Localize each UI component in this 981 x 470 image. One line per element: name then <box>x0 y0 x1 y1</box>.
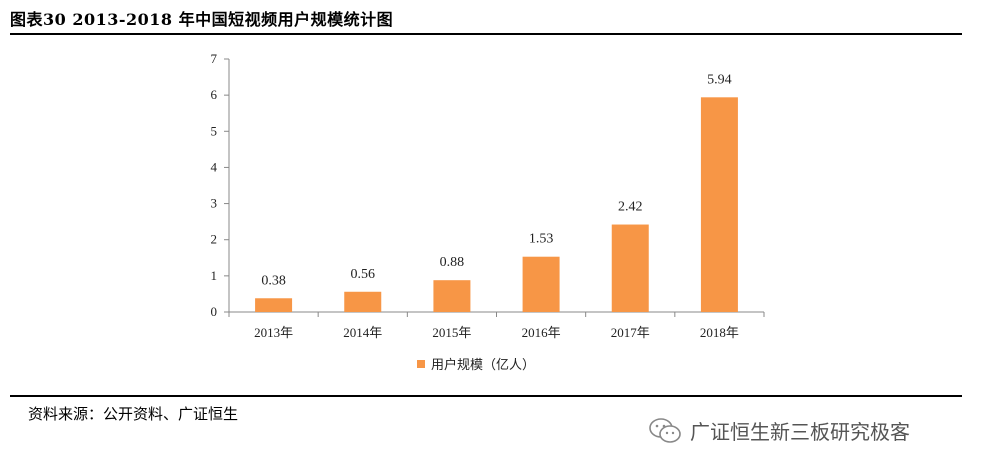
bottom-divider <box>10 395 962 397</box>
y-tick-label: 7 <box>211 51 218 66</box>
x-tick-label: 2018年 <box>700 325 739 340</box>
y-tick-label: 4 <box>211 159 218 174</box>
bar <box>611 224 649 312</box>
top-divider <box>10 33 962 35</box>
x-tick-label: 2013年 <box>254 325 293 340</box>
bar <box>700 97 738 312</box>
bar <box>522 256 560 312</box>
y-tick-label: 0 <box>211 304 218 319</box>
watermark: 广证恒生新三板研究极客 <box>648 416 910 445</box>
data-label: 5.94 <box>707 72 732 87</box>
data-label: 0.56 <box>351 267 376 282</box>
x-tick-label: 2015年 <box>432 325 471 340</box>
x-tick-label: 2014年 <box>343 325 382 340</box>
y-tick-label: 1 <box>211 268 218 283</box>
chart-title: 图表30 2013-2018 年中国短视频用户规模统计图 <box>10 10 394 29</box>
watermark-text: 广证恒生新三板研究极客 <box>690 420 910 444</box>
y-tick-label: 5 <box>211 123 218 138</box>
data-label: 1.53 <box>529 232 554 247</box>
data-label: 0.88 <box>440 255 465 270</box>
y-tick-label: 3 <box>211 196 218 211</box>
legend-label: 用户规模（亿人） <box>431 357 535 372</box>
legend-swatch <box>417 360 425 368</box>
data-label: 2.42 <box>618 200 643 215</box>
y-tick-label: 2 <box>211 232 218 247</box>
bar <box>433 280 471 312</box>
source-note: 资料来源：公开资料、广证恒生 <box>28 405 239 423</box>
bar <box>255 298 293 312</box>
bar <box>344 291 382 312</box>
x-tick-label: 2017年 <box>611 325 650 340</box>
y-tick-label: 6 <box>211 87 218 102</box>
x-tick-label: 2016年 <box>522 325 561 340</box>
bar-chart: 0 1 2 3 4 5 6 7 0.38 2013年 0.56 2014年 0.88 2015年 1.53 2… <box>211 51 765 372</box>
wechat-logo-icon <box>649 417 681 443</box>
data-label: 0.38 <box>261 273 286 288</box>
